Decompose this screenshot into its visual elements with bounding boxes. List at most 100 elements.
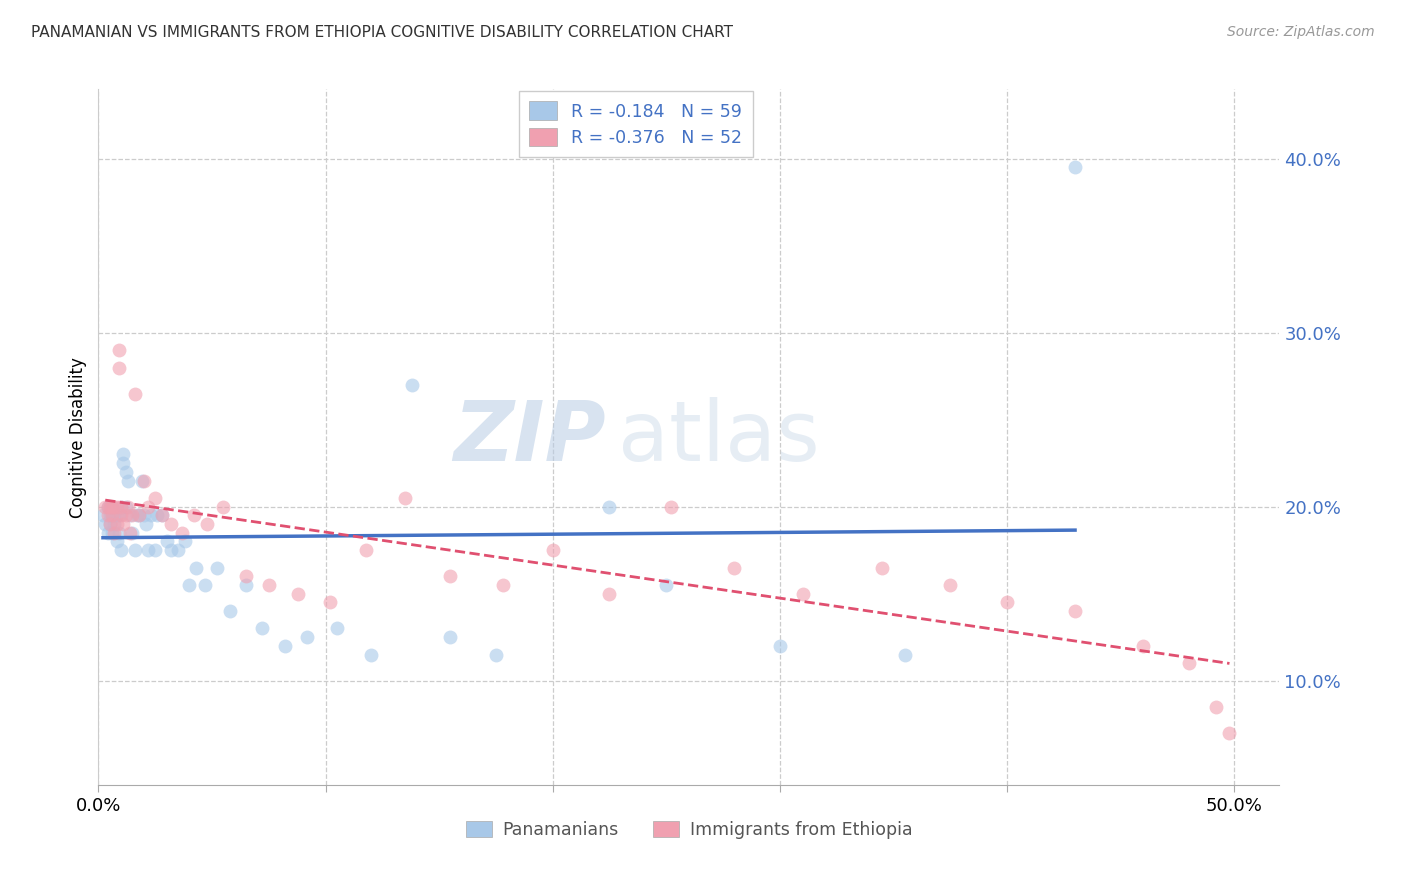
Point [128, 508, 150, 523]
Point [101, 500, 124, 514]
Point [297, 630, 319, 644]
Point [132, 508, 155, 523]
Text: Source: ZipAtlas.com: Source: ZipAtlas.com [1227, 25, 1375, 39]
Point [101, 508, 124, 523]
Point [212, 500, 235, 514]
Point [167, 543, 190, 558]
Point [995, 595, 1018, 609]
Point [135, 516, 157, 531]
Point [96, 508, 118, 523]
Point [598, 587, 620, 601]
Point [103, 500, 125, 514]
Point [143, 491, 166, 505]
Point [108, 360, 131, 375]
Point [117, 474, 139, 488]
Point [125, 508, 148, 523]
Point [1064, 161, 1087, 175]
Point [598, 500, 620, 514]
Point [219, 604, 242, 618]
Point [98, 516, 121, 531]
Point [769, 639, 792, 653]
Point [541, 543, 564, 558]
Point [108, 508, 131, 523]
Point [173, 534, 195, 549]
Point [394, 491, 416, 505]
Point [101, 500, 124, 514]
Point [160, 516, 183, 531]
Point [131, 474, 153, 488]
Point [112, 456, 135, 470]
Point [1132, 639, 1154, 653]
Point [401, 377, 423, 392]
Point [110, 543, 132, 558]
Point [132, 474, 155, 488]
Point [138, 543, 160, 558]
Point [124, 386, 146, 401]
Y-axis label: Cognitive Disability: Cognitive Disability [69, 357, 87, 517]
Point [138, 500, 160, 514]
Text: PANAMANIAN VS IMMIGRANTS FROM ETHIOPIA COGNITIVE DISABILITY CORRELATION CHART: PANAMANIAN VS IMMIGRANTS FROM ETHIOPIA C… [31, 25, 733, 40]
Point [121, 508, 143, 523]
Point [96, 500, 118, 514]
Point [1218, 725, 1240, 739]
Point [184, 560, 207, 574]
Point [120, 508, 142, 523]
Point [114, 508, 136, 523]
Point [659, 500, 682, 514]
Point [91, 508, 114, 523]
Point [179, 578, 201, 592]
Point [197, 516, 219, 531]
Point [139, 508, 162, 523]
Point [108, 343, 131, 358]
Point [319, 595, 342, 609]
Text: ZIP: ZIP [454, 397, 606, 477]
Point [120, 525, 142, 540]
Point [1064, 604, 1087, 618]
Point [655, 578, 678, 592]
Point [117, 500, 139, 514]
Point [150, 508, 173, 523]
Point [273, 639, 295, 653]
Point [235, 578, 257, 592]
Point [98, 500, 121, 514]
Point [792, 587, 814, 601]
Point [870, 560, 893, 574]
Point [235, 569, 257, 583]
Point [893, 648, 915, 662]
Point [356, 543, 378, 558]
Point [103, 508, 125, 523]
Point [439, 569, 461, 583]
Point [96, 500, 118, 514]
Point [98, 500, 121, 514]
Point [105, 516, 128, 531]
Point [114, 500, 136, 514]
Point [143, 543, 166, 558]
Point [439, 630, 461, 644]
Point [155, 534, 177, 549]
Point [96, 525, 118, 540]
Point [1177, 657, 1199, 671]
Point [939, 578, 962, 592]
Point [257, 578, 280, 592]
Point [172, 525, 194, 540]
Point [110, 500, 132, 514]
Point [112, 447, 135, 462]
Point [112, 516, 135, 531]
Point [94, 516, 117, 531]
Point [723, 560, 745, 574]
Point [183, 508, 205, 523]
Point [103, 525, 125, 540]
Point [326, 621, 349, 635]
Point [98, 516, 121, 531]
Text: atlas: atlas [619, 397, 820, 477]
Point [108, 525, 131, 540]
Point [110, 500, 132, 514]
Point [194, 578, 217, 592]
Point [250, 621, 273, 635]
Point [105, 508, 128, 523]
Point [101, 525, 124, 540]
Point [105, 534, 128, 549]
Point [492, 578, 515, 592]
Point [105, 500, 128, 514]
Point [103, 516, 125, 531]
